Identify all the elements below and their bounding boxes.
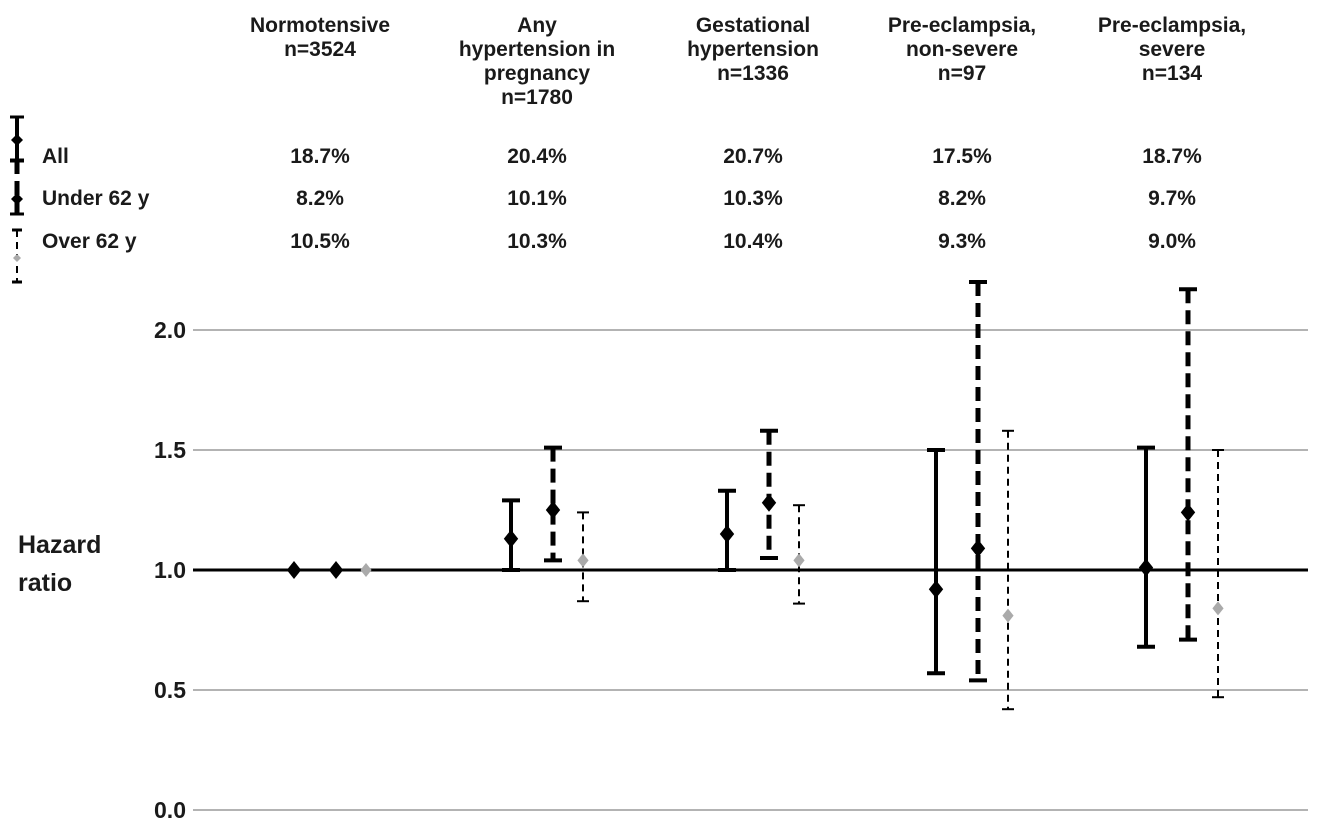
percentage-cell: 9.3% <box>938 230 986 253</box>
percentage-table: 18.7% 8.2% 10.5% 20.4% 10.1% 10.3% 20.7% 10.3% 1… <box>290 145 1202 253</box>
point-marker <box>328 561 344 579</box>
legend-entry: Under 62 y <box>42 187 150 210</box>
chart-marks <box>286 280 1224 711</box>
group-header-line: hypertension <box>687 38 819 61</box>
point-marker <box>1212 601 1224 616</box>
percentage-cell: 10.3% <box>507 230 567 253</box>
point-marker <box>360 563 372 577</box>
point-marker <box>577 553 589 568</box>
group-header-line: n=3524 <box>284 38 356 61</box>
y-tick-label: 1.5 <box>154 437 186 463</box>
percentage-cell: 17.5% <box>932 145 992 168</box>
y-axis-label: Hazard ratio <box>18 531 101 597</box>
point-marker <box>1002 608 1014 623</box>
percentage-cell: 20.7% <box>723 145 783 168</box>
group-header-line: non-severe <box>906 38 1018 61</box>
group-header-line: n=1780 <box>501 86 573 109</box>
percentage-cell: 8.2% <box>296 187 344 210</box>
point-marker <box>1138 558 1154 577</box>
y-axis-label-line: Hazard <box>18 531 101 559</box>
legend-marker <box>11 193 23 205</box>
y-tick-label: 0.0 <box>154 797 186 823</box>
percentage-cell: 10.5% <box>290 230 350 253</box>
point-marker <box>503 529 519 548</box>
point-marker <box>719 525 735 543</box>
legend-marker <box>13 254 21 262</box>
y-tick-label: 1.0 <box>154 557 186 583</box>
percentage-cell: 10.4% <box>723 230 783 253</box>
point-marker <box>761 493 777 512</box>
percentage-cell: 10.3% <box>723 187 783 210</box>
percentage-cell: 9.7% <box>1148 187 1196 210</box>
percentage-cell: 20.4% <box>507 145 567 168</box>
group-header-line: n=134 <box>1142 62 1202 85</box>
group-header-line: Any <box>517 14 557 37</box>
group-header-line: n=97 <box>938 62 986 85</box>
group-header-line: severe <box>1139 38 1206 61</box>
group-header-line: n=1336 <box>717 62 789 85</box>
group-header-line: Normotensive <box>250 14 390 37</box>
point-marker <box>545 501 561 519</box>
group-header-line: hypertension in <box>459 38 615 61</box>
percentage-cell: 18.7% <box>290 145 350 168</box>
legend-entry: All <box>42 145 69 168</box>
point-marker <box>970 539 986 558</box>
percentage-cell: 10.1% <box>507 187 567 210</box>
legend-entry: Over 62 y <box>42 230 137 253</box>
y-tick-label: 0.5 <box>154 677 186 703</box>
grid-layer: 0.0 0.5 1.0 1.5 2.0 <box>154 317 1308 823</box>
legend: All Under 62 y Over 62 y <box>10 115 150 284</box>
group-header-line: Pre-eclampsia, <box>888 14 1036 37</box>
y-tick-label: 2.0 <box>154 317 186 343</box>
point-marker <box>1180 503 1196 522</box>
group-header-line: Pre-eclampsia, <box>1098 14 1246 37</box>
group-header-line: pregnancy <box>484 62 591 85</box>
percentage-cell: 18.7% <box>1142 145 1202 168</box>
percentage-cell: 8.2% <box>938 187 986 210</box>
point-marker <box>286 561 302 579</box>
point-marker <box>793 553 805 568</box>
y-axis-label-line: ratio <box>18 569 72 597</box>
group-header-line: Gestational <box>696 14 810 37</box>
legend-marker <box>11 134 23 146</box>
point-marker <box>928 580 944 599</box>
percentage-cell: 9.0% <box>1148 230 1196 253</box>
